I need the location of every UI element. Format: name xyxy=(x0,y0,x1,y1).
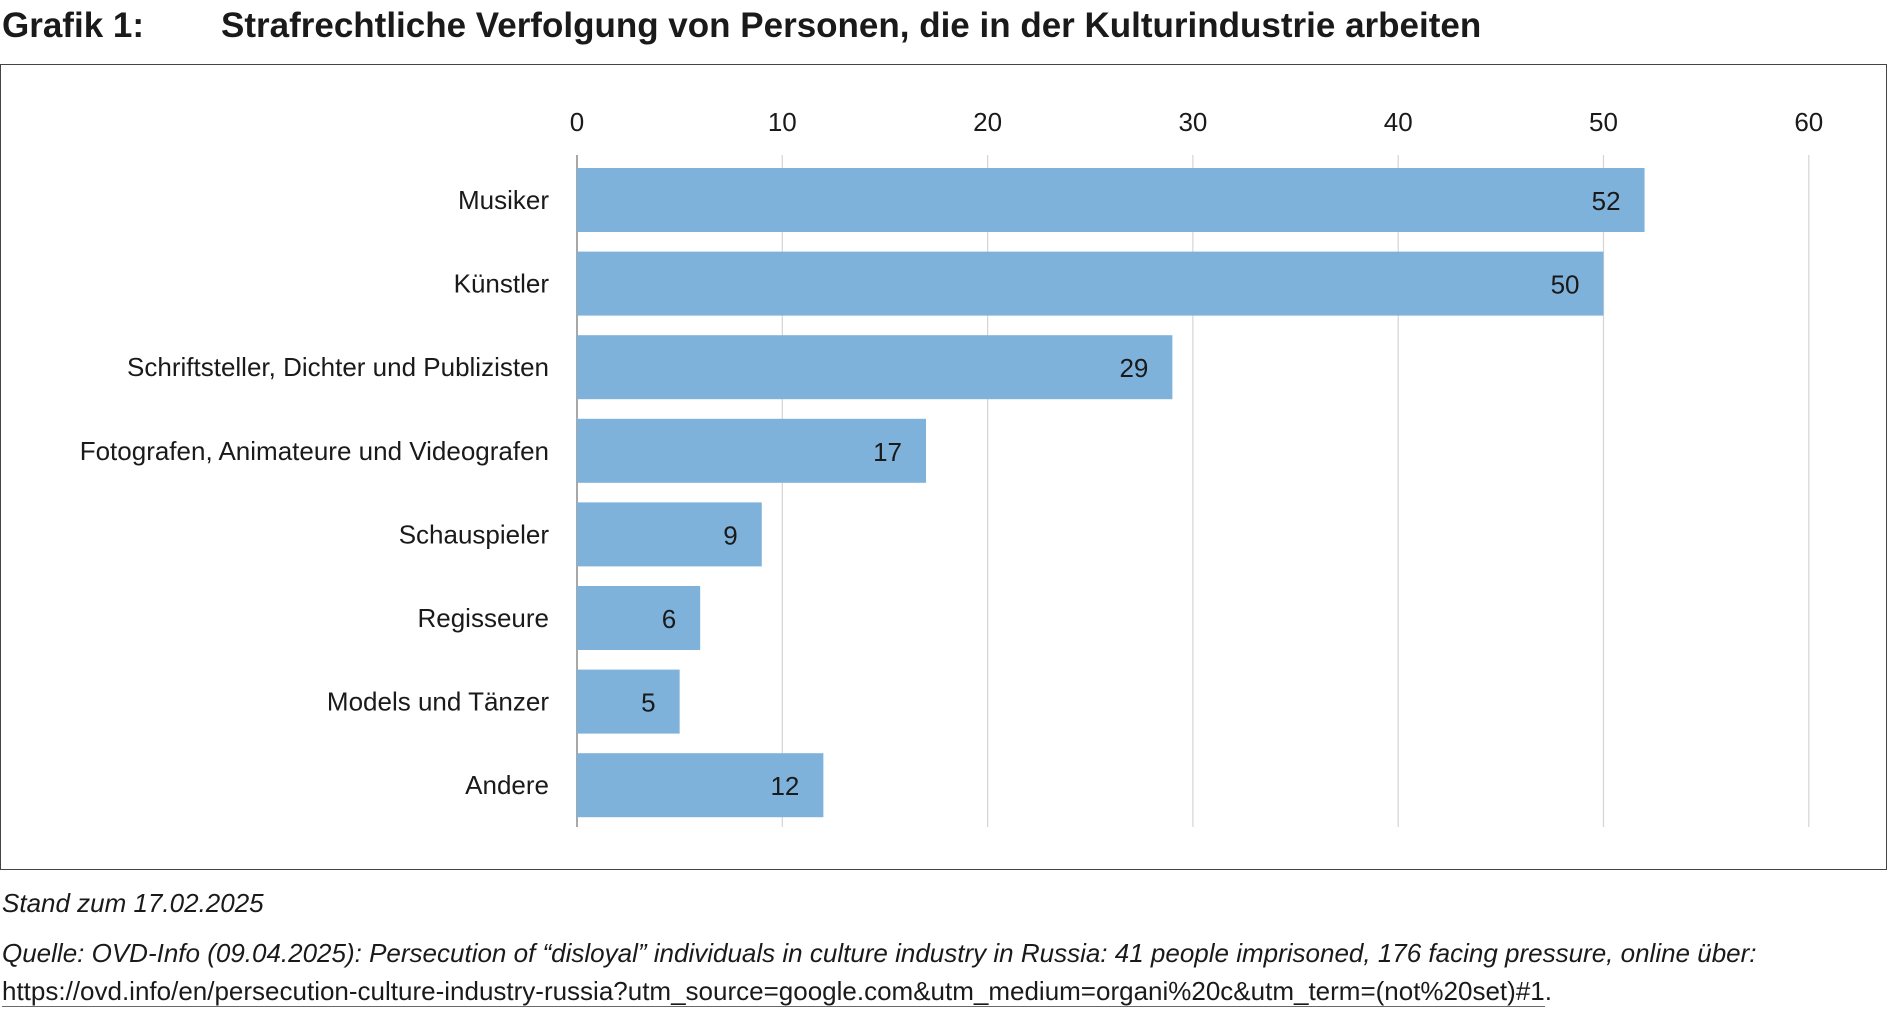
bar xyxy=(577,251,1604,316)
category-label: Andere xyxy=(465,770,549,800)
data-label: 5 xyxy=(641,688,655,718)
chart-title: Strafrechtliche Verfolgung von Personen,… xyxy=(221,6,1482,45)
bar xyxy=(577,502,762,567)
category-label: Schriftsteller, Dichter und Publizisten xyxy=(127,352,549,382)
category-label: Models und Tänzer xyxy=(327,687,549,717)
bar xyxy=(577,335,1173,400)
data-label: 52 xyxy=(1592,186,1621,216)
x-tick-label: 20 xyxy=(973,107,1002,137)
x-tick-label: 10 xyxy=(768,107,797,137)
data-label: 6 xyxy=(662,604,676,634)
x-tick-label: 60 xyxy=(1794,107,1823,137)
bar xyxy=(577,669,680,734)
stand-date-note: Stand zum 17.02.2025 xyxy=(2,888,264,918)
source-note: Quelle: OVD-Info (09.04.2025): Persecuti… xyxy=(2,934,1888,1010)
data-label: 17 xyxy=(873,437,902,467)
data-label: 9 xyxy=(723,520,737,550)
figure-number: Grafik 1: xyxy=(2,6,144,45)
bar xyxy=(577,418,927,483)
x-tick-label: 30 xyxy=(1178,107,1207,137)
chart-frame: 0 10 20 30 40 50 60 Musiker 52 Künstler 50 Schrifts… xyxy=(0,64,1887,870)
data-label: 29 xyxy=(1119,353,1148,383)
bar xyxy=(577,753,824,818)
category-label: Musiker xyxy=(458,185,549,215)
category-label: Schauspieler xyxy=(399,519,550,549)
data-label: 12 xyxy=(770,771,799,801)
data-label: 50 xyxy=(1551,270,1580,300)
source-link[interactable]: https://ovd.info/en/persecution-culture-… xyxy=(2,976,1545,1007)
figure-header: Grafik 1: Strafrechtliche Verfolgung von… xyxy=(0,6,1890,56)
category-label: Regisseure xyxy=(417,603,549,633)
bar-chart: 0 10 20 30 40 50 60 Musiker 52 Künstler 50 Schrifts… xyxy=(80,107,1823,827)
bar xyxy=(577,168,1645,232)
bar xyxy=(577,586,701,650)
source-text: Quelle: OVD-Info (09.04.2025): Persecuti… xyxy=(2,938,1757,968)
category-label: Künstler xyxy=(454,269,550,299)
x-tick-label: 40 xyxy=(1384,107,1413,137)
x-tick-label: 0 xyxy=(570,107,584,137)
category-label: Fotografen, Animateure und Videografen xyxy=(80,436,549,466)
x-tick-label: 50 xyxy=(1589,107,1618,137)
source-end: . xyxy=(1544,976,1552,1006)
